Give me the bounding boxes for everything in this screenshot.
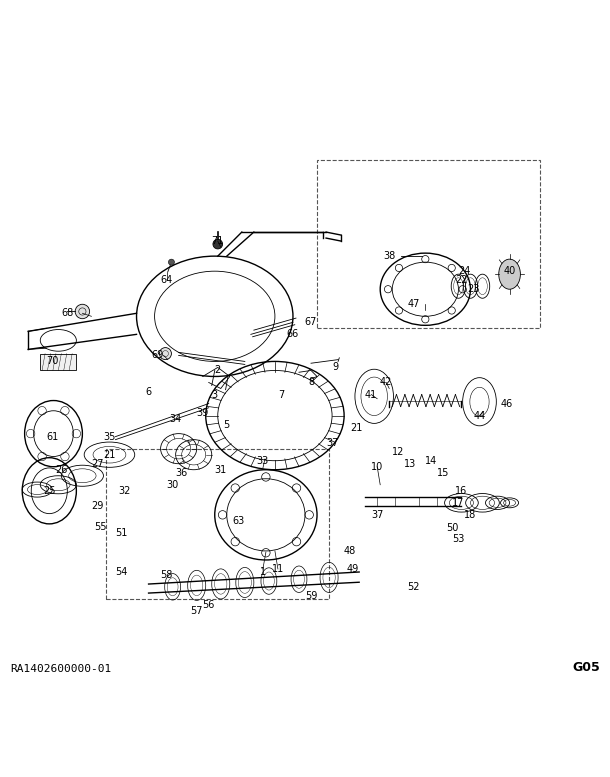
Text: 37: 37 xyxy=(371,510,384,520)
Text: 31: 31 xyxy=(215,465,227,475)
Text: 70: 70 xyxy=(46,357,59,367)
Text: 52: 52 xyxy=(407,582,420,592)
Text: 21: 21 xyxy=(103,450,116,460)
Text: 29: 29 xyxy=(92,501,104,510)
Text: 35: 35 xyxy=(103,432,116,441)
Bar xyxy=(107,448,329,599)
Text: 41: 41 xyxy=(365,389,378,399)
Text: 68: 68 xyxy=(61,308,73,319)
Text: 6: 6 xyxy=(146,386,152,396)
Text: 37: 37 xyxy=(326,437,339,448)
Text: 30: 30 xyxy=(167,479,179,490)
Text: 2: 2 xyxy=(215,365,221,375)
Text: 64: 64 xyxy=(160,275,173,285)
Text: 58: 58 xyxy=(160,570,173,580)
Text: 5: 5 xyxy=(224,420,230,430)
Circle shape xyxy=(75,305,90,319)
Text: 59: 59 xyxy=(305,591,317,601)
Text: 7: 7 xyxy=(278,389,284,399)
Circle shape xyxy=(168,260,174,265)
Text: 14: 14 xyxy=(425,455,437,465)
Text: 53: 53 xyxy=(452,534,465,544)
Circle shape xyxy=(213,239,223,249)
Text: 27: 27 xyxy=(91,458,104,469)
Text: 9: 9 xyxy=(332,362,338,372)
Text: 47: 47 xyxy=(407,299,420,309)
Text: 39: 39 xyxy=(196,408,209,417)
Text: 56: 56 xyxy=(203,600,215,610)
Text: 16: 16 xyxy=(455,486,467,496)
Text: 40: 40 xyxy=(503,267,515,276)
Text: 50: 50 xyxy=(447,523,459,533)
Text: 57: 57 xyxy=(190,606,203,616)
Text: 34: 34 xyxy=(170,413,182,423)
Text: 23: 23 xyxy=(467,284,479,294)
Text: 38: 38 xyxy=(383,251,395,261)
Text: 25: 25 xyxy=(43,486,56,496)
Text: 66: 66 xyxy=(287,329,299,340)
Text: 54: 54 xyxy=(115,567,127,577)
Text: 12: 12 xyxy=(392,447,404,457)
Text: 48: 48 xyxy=(344,546,356,556)
Text: 67: 67 xyxy=(305,317,317,327)
Text: 21: 21 xyxy=(350,423,362,433)
Text: 42: 42 xyxy=(380,378,392,388)
Text: 44: 44 xyxy=(473,410,486,420)
Text: 24: 24 xyxy=(458,267,471,276)
Text: 51: 51 xyxy=(115,528,127,538)
Text: 11: 11 xyxy=(272,564,284,574)
Text: G05: G05 xyxy=(572,661,600,674)
Circle shape xyxy=(159,347,171,360)
Text: 13: 13 xyxy=(404,458,417,469)
Text: RA1402600000-01: RA1402600000-01 xyxy=(10,664,112,674)
Text: 26: 26 xyxy=(55,465,68,475)
Text: 15: 15 xyxy=(437,468,450,478)
Bar xyxy=(40,354,76,371)
Text: 3: 3 xyxy=(212,389,218,399)
Text: 49: 49 xyxy=(347,564,359,574)
Bar xyxy=(317,160,540,329)
Ellipse shape xyxy=(499,260,520,289)
Text: 61: 61 xyxy=(46,432,59,441)
Text: 69: 69 xyxy=(151,350,163,361)
Text: 32: 32 xyxy=(118,486,131,496)
Text: 8: 8 xyxy=(308,378,314,388)
Text: 17: 17 xyxy=(452,498,465,508)
Text: 33: 33 xyxy=(257,455,269,465)
Text: 18: 18 xyxy=(464,510,476,520)
Text: 22: 22 xyxy=(455,275,468,285)
Text: 71: 71 xyxy=(212,236,224,246)
Text: 10: 10 xyxy=(371,462,383,472)
Text: 1: 1 xyxy=(260,567,266,577)
Text: 63: 63 xyxy=(232,516,245,526)
Text: 36: 36 xyxy=(176,468,188,478)
Text: 46: 46 xyxy=(500,399,512,409)
Text: 55: 55 xyxy=(94,522,107,532)
